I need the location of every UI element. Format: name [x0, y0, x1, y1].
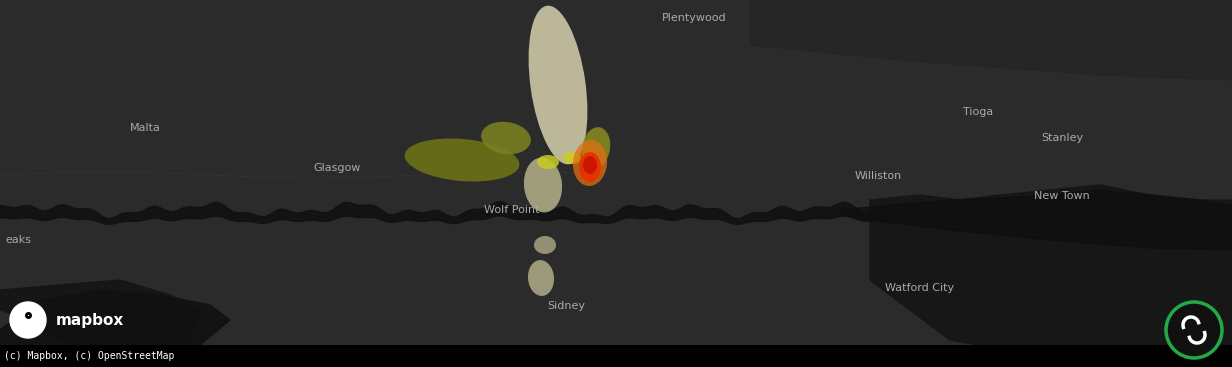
Text: Tioga: Tioga [963, 107, 993, 117]
Circle shape [10, 302, 46, 338]
Ellipse shape [533, 236, 556, 254]
Polygon shape [0, 280, 200, 360]
Ellipse shape [404, 138, 520, 182]
Text: Stanley: Stanley [1041, 133, 1083, 143]
Text: eaks: eaks [5, 235, 31, 245]
Polygon shape [0, 290, 230, 367]
Text: mapbox: mapbox [55, 312, 124, 327]
Polygon shape [870, 185, 1232, 367]
Ellipse shape [529, 260, 554, 296]
Text: Malta: Malta [129, 123, 160, 133]
Polygon shape [750, 0, 1232, 80]
Text: Wolf Point: Wolf Point [484, 205, 540, 215]
Text: Plentywood: Plentywood [662, 13, 727, 23]
Text: (c) Mapbox, (c) OpenStreetMap: (c) Mapbox, (c) OpenStreetMap [4, 351, 175, 361]
Ellipse shape [563, 152, 582, 164]
Bar [0, 345, 1232, 367]
Text: Glasgow: Glasgow [313, 163, 361, 173]
Circle shape [1165, 302, 1222, 358]
Ellipse shape [482, 122, 531, 154]
Ellipse shape [524, 157, 562, 212]
Ellipse shape [537, 155, 559, 169]
Text: Watford City: Watford City [886, 283, 955, 293]
Ellipse shape [529, 6, 588, 164]
Ellipse shape [583, 156, 598, 174]
Text: Sidney: Sidney [547, 301, 585, 311]
Polygon shape [840, 190, 1232, 250]
Ellipse shape [582, 127, 610, 169]
Text: Williston: Williston [854, 171, 902, 181]
Text: New Town: New Town [1034, 191, 1090, 201]
Ellipse shape [573, 140, 607, 186]
Ellipse shape [579, 152, 601, 182]
